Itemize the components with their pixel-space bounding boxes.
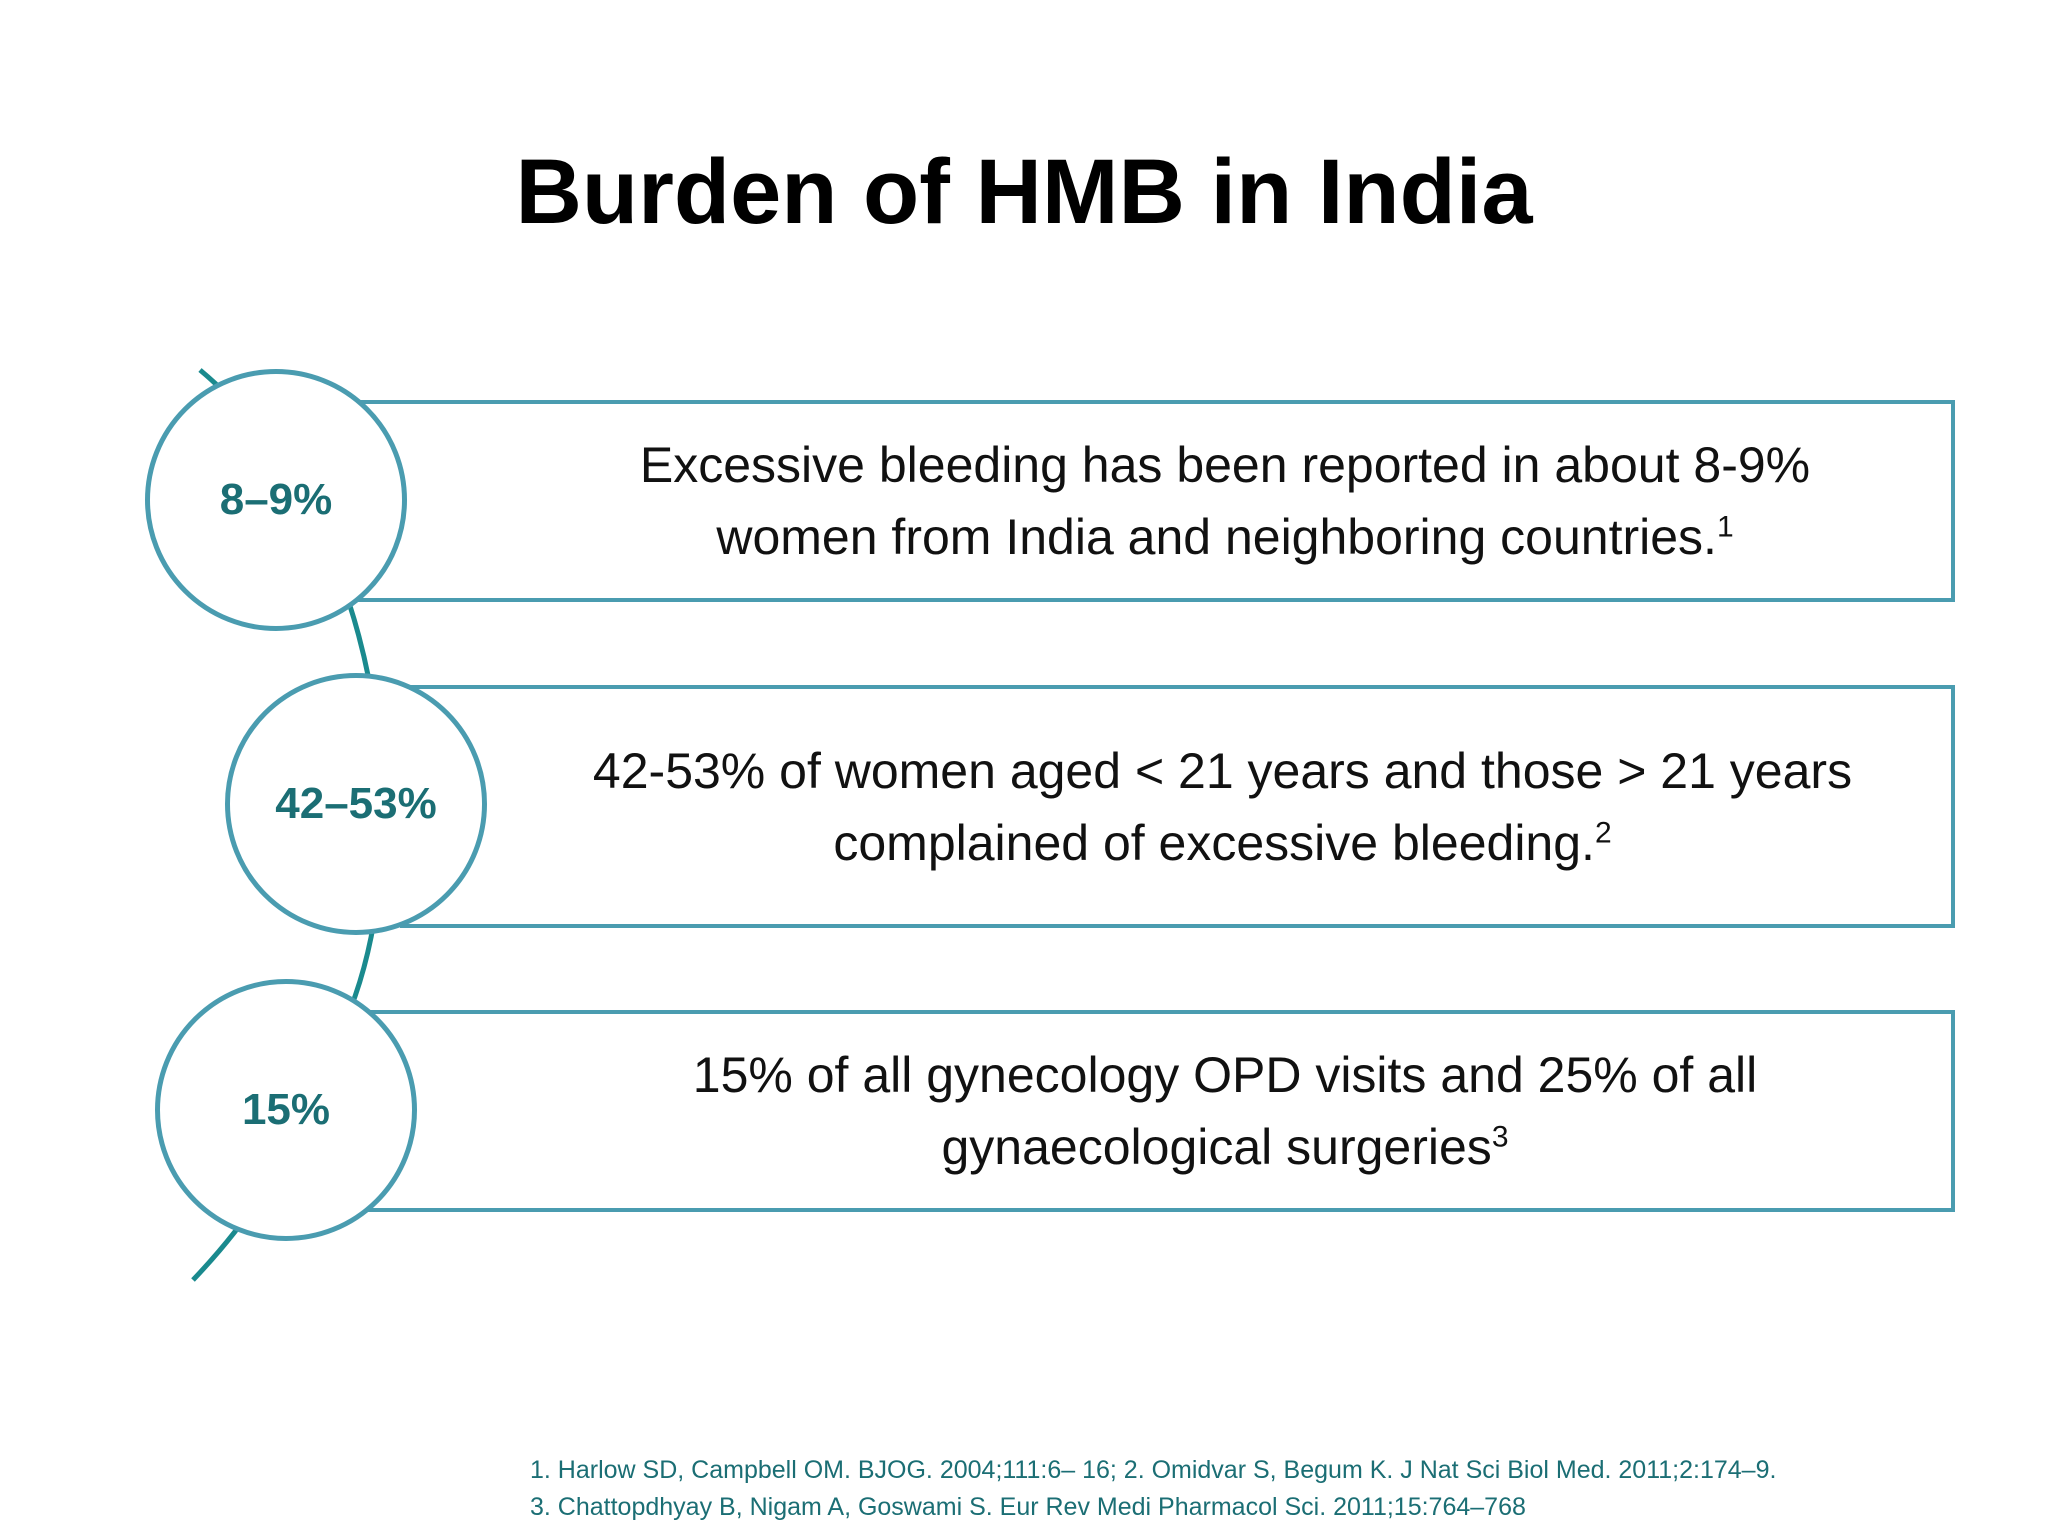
references: 1. Harlow SD, Campbell OM. BJOG. 2004;11… xyxy=(530,1452,1776,1526)
stat-box-3-text: 15% of all gynecology OPD visits and 25%… xyxy=(692,1047,1758,1175)
stat-box-3: 15% of all gynecology OPD visits and 25%… xyxy=(345,1010,1955,1212)
stat-circle-1: 8–9% xyxy=(145,369,407,631)
stat-box-1: Excessive bleeding has been reported in … xyxy=(345,400,1955,602)
slide-title: Burden of HMB in India xyxy=(515,141,1533,243)
stat-box-2: 42-53% of women aged < 21 years and thos… xyxy=(400,685,1955,928)
stat-value-3: 15% xyxy=(241,1085,331,1134)
reference-marker-3: 3 xyxy=(1491,1120,1509,1154)
stat-circle-2: 42–53% xyxy=(225,673,487,935)
stat-value-1: 8–9% xyxy=(219,475,333,524)
stat-value-2: 42–53% xyxy=(275,779,437,828)
reference-marker-1: 1 xyxy=(1716,510,1734,544)
reference-line-2: 3. Chattopdhyay B, Nigam A, Goswami S. E… xyxy=(530,1493,1526,1521)
reference-line-1: 1. Harlow SD, Campbell OM. BJOG. 2004;11… xyxy=(530,1456,1777,1484)
stat-circle-3: 15% xyxy=(155,979,417,1241)
reference-marker-2: 2 xyxy=(1594,815,1612,849)
stat-box-1-text: Excessive bleeding has been reported in … xyxy=(639,437,1811,565)
stat-box-2-text: 42-53% of women aged < 21 years and thos… xyxy=(592,742,1853,871)
